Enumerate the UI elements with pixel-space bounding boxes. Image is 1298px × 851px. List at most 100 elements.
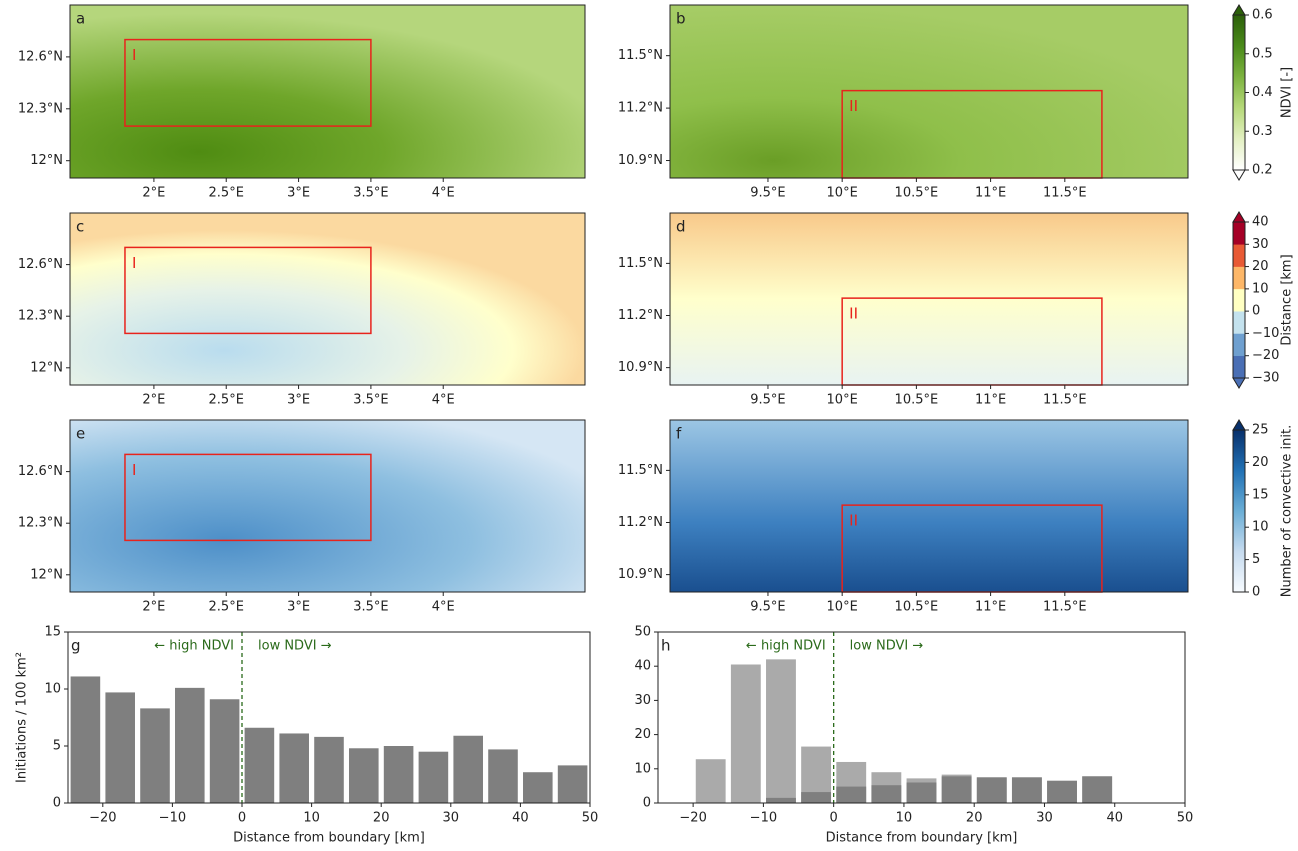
x-tick-label: 2.5°E	[209, 393, 244, 408]
colorbar-tick-label: 25	[1252, 423, 1269, 438]
axes-frame	[669, 419, 1189, 593]
colorbar-label: Number of convective init.	[1280, 425, 1295, 597]
map-field	[70, 420, 585, 592]
study-box	[124, 453, 372, 542]
colorbar-tick-label: 10	[1252, 520, 1269, 535]
box-label: I	[132, 461, 136, 479]
axes-frame	[669, 212, 1189, 386]
colorbar-segment	[1233, 222, 1245, 245]
y-tick-label: 5	[53, 739, 61, 754]
x-tick-label: 20	[966, 811, 983, 826]
panel-label: a	[76, 10, 85, 28]
panel-label: h	[661, 637, 671, 655]
colorbar-label: Distance [km]	[1280, 254, 1295, 345]
x-tick-label: 4°E	[432, 600, 455, 615]
y-tick-label: 40	[634, 659, 651, 674]
colorbar-tick-label: 0.2	[1252, 163, 1273, 178]
x-axis-label: Distance from boundary [km]	[233, 831, 425, 846]
bar	[314, 736, 344, 803]
x-tick-label: 10.5°E	[895, 393, 939, 408]
x-axis-label: Distance from boundary [km]	[826, 831, 1018, 846]
x-tick-label: 10	[896, 811, 913, 826]
x-tick-label: 40	[1106, 811, 1123, 826]
colorbar-segment	[1233, 266, 1245, 290]
annotation: low NDVI →	[258, 639, 332, 654]
bar	[175, 687, 205, 803]
y-tick-label: 11.5°N	[618, 256, 663, 271]
x-tick-label: 3°E	[287, 186, 310, 201]
axes-frame	[69, 4, 586, 179]
x-tick-label: 3.5°E	[353, 393, 388, 408]
bar	[418, 751, 449, 803]
y-tick-label: 11.5°N	[618, 48, 663, 63]
x-tick-label: 11.5°E	[1043, 393, 1087, 408]
annotation: ← high NDVI	[154, 639, 234, 654]
colorbar-tick-label: 10	[1252, 281, 1269, 296]
bar	[766, 659, 796, 803]
x-tick-label: 10°E	[827, 186, 858, 201]
x-tick-label: 4°E	[432, 393, 455, 408]
bar	[730, 664, 761, 803]
x-tick-label: 50	[1177, 811, 1194, 826]
bar	[557, 765, 588, 803]
bar	[244, 727, 275, 803]
colorbar-frame	[1232, 429, 1246, 593]
bar	[209, 699, 240, 803]
colorbar-tick-label: −20	[1252, 348, 1279, 363]
x-tick-label: 9.5°E	[750, 600, 785, 615]
x-tick-label: 11°E	[975, 186, 1006, 201]
colorbar-tick-label: −30	[1252, 371, 1279, 386]
y-tick-label: 10	[634, 761, 651, 776]
y-tick-label: 10	[44, 682, 61, 697]
x-tick-label: 10	[303, 811, 320, 826]
axes-frame	[657, 631, 1186, 804]
y-tick-label: 10.9°N	[618, 567, 663, 582]
map-field	[70, 213, 585, 385]
x-tick-label: 3°E	[287, 393, 310, 408]
y-tick-label: 12.3°N	[18, 516, 63, 531]
colorbar-label: NDVI [-]	[1280, 67, 1295, 118]
x-tick-label: 3.5°E	[353, 186, 388, 201]
colorbar-scale	[1233, 430, 1245, 592]
x-tick-label: 10.5°E	[895, 186, 939, 201]
x-tick-label: 30	[443, 811, 460, 826]
bar	[70, 676, 101, 803]
bar	[383, 746, 414, 803]
colorbar-tick-label: 20	[1252, 455, 1269, 470]
bar	[1082, 776, 1113, 803]
colorbar-tick-label: 0	[1252, 585, 1260, 600]
x-tick-label: 3.5°E	[353, 600, 388, 615]
x-tick-label: 20	[373, 811, 390, 826]
bar	[349, 748, 379, 803]
colorbar-segment	[1233, 311, 1245, 334]
colorbar-frame	[1232, 221, 1246, 379]
colorbar-extend	[1232, 211, 1246, 223]
y-tick-label: 12.6°N	[18, 257, 63, 272]
x-tick-label: 9.5°E	[750, 186, 785, 201]
bar	[523, 772, 553, 803]
y-tick-label: 12.3°N	[18, 101, 63, 116]
colorbar-scale	[1233, 15, 1245, 170]
x-tick-label: 4°E	[432, 186, 455, 201]
x-tick-label: 11.5°E	[1043, 186, 1087, 201]
bar	[140, 708, 170, 803]
x-tick-label: 0	[238, 811, 246, 826]
box-label: I	[132, 46, 136, 64]
panel-label: c	[76, 218, 84, 236]
x-tick-label: 2°E	[142, 186, 165, 201]
x-tick-label: −20	[679, 811, 706, 826]
y-tick-label: 12.3°N	[18, 309, 63, 324]
bar	[976, 777, 1007, 803]
axes-frame	[67, 631, 591, 804]
box-label: II	[849, 305, 858, 323]
colorbar-tick-label: 0.4	[1252, 85, 1273, 100]
x-tick-label: 10°E	[827, 393, 858, 408]
bar	[871, 785, 902, 803]
box-label: II	[849, 97, 858, 115]
x-tick-label: 2.5°E	[209, 600, 244, 615]
y-tick-label: 11.2°N	[618, 308, 663, 323]
colorbar-tick-label: 0.5	[1252, 46, 1273, 61]
colorbar-tick-label: 0.3	[1252, 124, 1273, 139]
bar	[906, 782, 937, 803]
annotation: ← high NDVI	[746, 639, 826, 654]
